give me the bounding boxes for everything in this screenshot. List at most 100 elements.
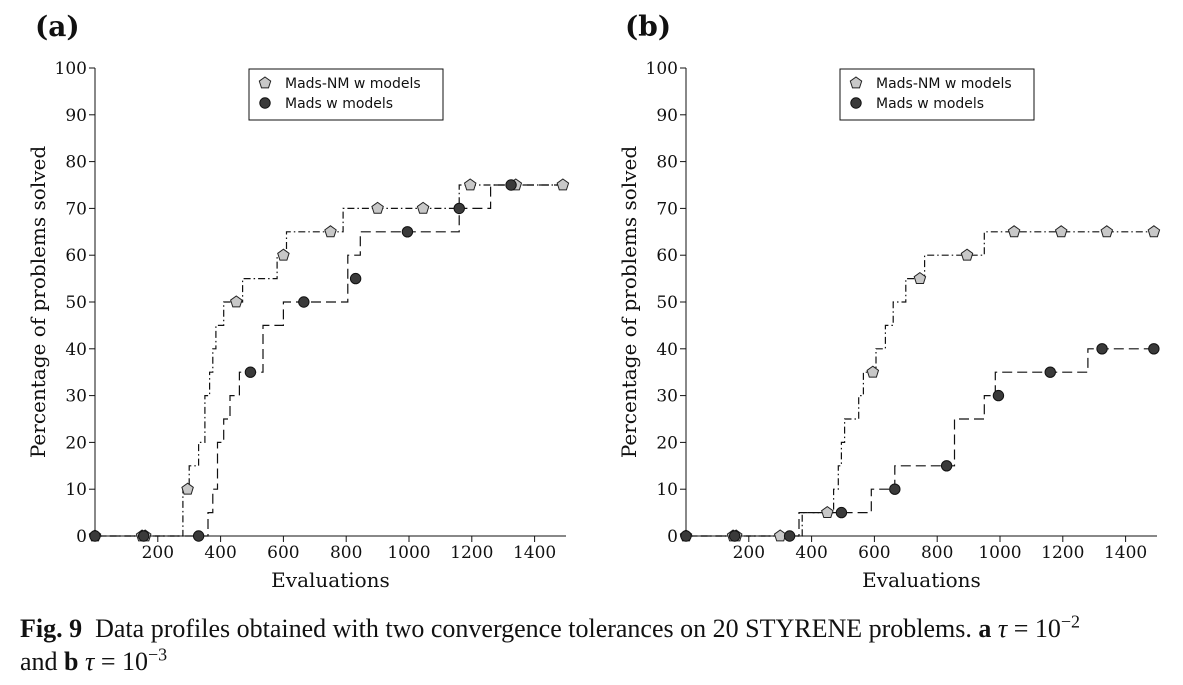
data-point-mads-nm — [821, 505, 834, 518]
y-tick-label: 60 — [656, 246, 678, 266]
caption-text: Data profiles obtained with two converge… — [95, 614, 972, 643]
y-tick-label: 20 — [65, 433, 87, 453]
data-point-mads — [298, 296, 310, 308]
figure-caption: Fig. 9 Data profiles obtained with two c… — [20, 612, 1170, 678]
data-point-mads-nm — [556, 178, 570, 191]
legend: Mads-NM w models Mads w models — [839, 68, 1035, 121]
legend-entry-label: Mads w models — [285, 96, 393, 112]
x-tick-label: 800 — [921, 543, 953, 563]
y-tick-label: 0 — [667, 527, 678, 547]
data-point-mads — [992, 389, 1005, 402]
data-point-mads-nm — [960, 248, 974, 261]
data-point-mads-nm — [230, 295, 243, 308]
data-point-mads — [1044, 366, 1056, 378]
x-tick-label: 1000 — [387, 543, 430, 563]
y-tick-label: 80 — [656, 153, 678, 173]
series-line-mads — [686, 348, 1154, 537]
caption-b-exp: −3 — [148, 644, 168, 665]
y-tick-label: 20 — [656, 433, 678, 453]
caption-and: and — [20, 647, 58, 676]
data-point-mads — [1096, 343, 1108, 355]
legend-entry-label: Mads-NM w models — [285, 76, 421, 92]
caption-a-eq: = 10 — [1007, 614, 1061, 643]
x-tick-label: 1000 — [978, 543, 1021, 563]
data-point-mads — [89, 530, 101, 542]
data-point-mads-nm — [371, 201, 384, 214]
data-point-mads-nm — [416, 201, 430, 214]
legend-entry-label: Mads w models — [876, 96, 984, 112]
series-line-mads — [95, 184, 563, 537]
x-axis-label: Evaluations — [271, 568, 390, 592]
data-point-mads — [244, 366, 257, 378]
y-tick-label: 90 — [656, 106, 678, 126]
legend-marker-circle — [850, 97, 862, 109]
panel-label: (a) — [35, 10, 80, 43]
x-tick-label: 400 — [795, 543, 827, 563]
caption-a-letter: a — [978, 614, 992, 643]
x-tick-label: 1200 — [450, 543, 493, 563]
y-tick-label: 80 — [65, 153, 87, 173]
y-tick-label: 30 — [656, 387, 678, 407]
y-tick-label: 90 — [65, 106, 87, 126]
panel-label: (b) — [625, 10, 671, 43]
data-point-mads — [1148, 343, 1160, 355]
legend-box — [248, 68, 444, 121]
data-point-mads-nm — [1100, 225, 1114, 238]
data-point-mads-nm — [913, 271, 927, 284]
data-point-mads — [137, 530, 150, 542]
data-point-mads — [401, 226, 414, 238]
chart-panel-a: (a) 0 10 20 30 40 50 60 70 80 90 100 200 400 600 800 100… — [26, 10, 570, 592]
y-tick-label: 40 — [656, 340, 678, 360]
y-tick-label: 50 — [65, 293, 87, 313]
y-axis-label: Percentage of problems solved — [26, 146, 50, 458]
legend-entry-label: Mads-NM w models — [876, 76, 1012, 92]
x-tick-label: 600 — [858, 543, 890, 563]
x-tick-label: 800 — [330, 543, 362, 563]
caption-label: Fig. 9 — [20, 614, 83, 643]
data-point-mads — [940, 460, 953, 472]
y-tick-label: 100 — [55, 59, 87, 79]
legend-marker-circle — [259, 97, 271, 109]
x-tick-label: 1400 — [513, 543, 556, 563]
legend-marker-pentagon — [258, 76, 272, 89]
y-tick-label: 50 — [656, 293, 678, 313]
y-tick-label: 0 — [76, 527, 87, 547]
caption-a-exp: −2 — [1060, 611, 1081, 632]
y-tick-label: 70 — [65, 199, 87, 219]
caption-b-eq: = 10 — [94, 647, 148, 676]
data-point-mads — [728, 530, 741, 542]
y-tick-label: 10 — [656, 480, 678, 500]
y-tick-label: 70 — [656, 199, 678, 219]
x-axis-label: Evaluations — [862, 568, 981, 592]
data-point-mads-nm — [277, 248, 290, 261]
x-tick-label: 1400 — [1104, 543, 1147, 563]
data-point-mads — [453, 202, 465, 215]
x-tick-label: 1200 — [1041, 543, 1084, 563]
x-tick-label: 600 — [267, 543, 299, 563]
data-point-mads — [349, 272, 362, 285]
data-point-mads — [835, 506, 848, 519]
data-point-mads — [889, 483, 901, 495]
y-tick-label: 100 — [646, 59, 678, 79]
data-point-mads-nm — [866, 365, 880, 378]
data-point-mads-nm — [1007, 225, 1021, 238]
legend: Mads-NM w models Mads w models — [248, 68, 444, 121]
data-point-mads-nm — [1054, 225, 1068, 238]
series-line-mads-nm — [95, 184, 563, 537]
data-point-mads-nm — [463, 178, 477, 191]
y-tick-label: 30 — [65, 387, 87, 407]
x-tick-label: 400 — [204, 543, 236, 563]
chart-panel-b: (b) 0 10 20 30 40 50 60 70 80 90 100 200 400 600 800 100… — [617, 10, 1161, 592]
legend-box — [839, 68, 1035, 121]
legend-marker-pentagon — [849, 76, 863, 89]
caption-tau-b: τ — [85, 647, 95, 676]
data-point-mads-nm — [181, 482, 194, 495]
data-point-mads-nm — [1147, 225, 1161, 238]
caption-b-letter: b — [64, 647, 79, 676]
data-point-mads-nm — [324, 225, 337, 238]
caption-tau-a: τ — [997, 614, 1008, 643]
x-tick-label: 200 — [733, 543, 765, 563]
data-point-mads — [505, 179, 517, 191]
y-tick-label: 40 — [65, 340, 87, 360]
